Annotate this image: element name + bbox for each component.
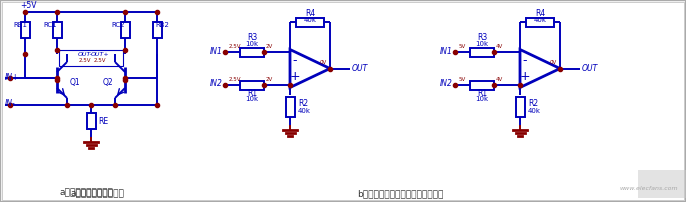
- Bar: [152, 22, 161, 38]
- Text: Q1: Q1: [70, 79, 81, 87]
- Text: OUT-: OUT-: [78, 53, 93, 58]
- Text: -: -: [293, 54, 297, 67]
- Text: 40k: 40k: [534, 17, 547, 23]
- Bar: [515, 97, 525, 117]
- Bar: [21, 22, 29, 38]
- Text: R3: R3: [247, 34, 257, 42]
- Text: +5V: +5V: [20, 1, 36, 10]
- Text: 10k: 10k: [246, 41, 259, 47]
- Bar: [285, 97, 294, 117]
- Text: R4: R4: [305, 9, 315, 19]
- Text: 2.5V: 2.5V: [79, 59, 91, 63]
- Text: b、双端输入、单端输出差分放大器: b、双端输入、单端输出差分放大器: [357, 189, 443, 199]
- Text: 5V: 5V: [459, 44, 466, 49]
- Text: R3: R3: [477, 34, 487, 42]
- Text: 40k: 40k: [303, 17, 316, 23]
- Text: RB1: RB1: [13, 22, 27, 28]
- Text: 10k: 10k: [475, 41, 488, 47]
- Text: 40k: 40k: [298, 108, 311, 114]
- Text: OUT: OUT: [582, 64, 598, 73]
- Text: 4V: 4V: [496, 77, 504, 82]
- Text: 2V: 2V: [266, 44, 273, 49]
- Text: IN2: IN2: [210, 80, 223, 88]
- Text: IN1: IN1: [210, 46, 223, 56]
- Text: RE: RE: [98, 117, 108, 125]
- Text: 40k: 40k: [528, 108, 541, 114]
- Text: 2.5V: 2.5V: [94, 59, 106, 63]
- Text: R2: R2: [528, 99, 538, 107]
- Bar: [470, 81, 494, 89]
- Text: 4V: 4V: [496, 44, 504, 49]
- Text: IN+: IN+: [5, 73, 19, 81]
- Text: OUT+: OUT+: [91, 53, 109, 58]
- Text: 0V: 0V: [320, 60, 327, 64]
- Text: 10k: 10k: [475, 96, 488, 102]
- Text: R4: R4: [535, 9, 545, 19]
- Text: www.elecfans.com: www.elecfans.com: [619, 185, 678, 190]
- Bar: [526, 18, 554, 26]
- Text: RB2: RB2: [155, 22, 169, 28]
- Text: IN-: IN-: [5, 100, 16, 108]
- Text: 10k: 10k: [246, 96, 259, 102]
- Bar: [86, 113, 95, 129]
- Text: 0V: 0V: [549, 60, 557, 64]
- Text: OUT: OUT: [352, 64, 368, 73]
- Text: R2: R2: [298, 99, 308, 107]
- Text: -: -: [523, 54, 528, 67]
- Text: 2.5V: 2.5V: [229, 77, 241, 82]
- Bar: [240, 47, 264, 57]
- Text: a、基本电路形式之一: a、基本电路形式之一: [59, 188, 113, 198]
- Text: a、基本电路形式之一: a、基本电路形式之一: [70, 189, 124, 199]
- Text: 2V: 2V: [266, 77, 273, 82]
- Text: RC2: RC2: [111, 22, 124, 28]
- Text: RC1: RC1: [43, 22, 57, 28]
- Bar: [53, 22, 62, 38]
- Text: Q2: Q2: [103, 79, 114, 87]
- Text: R1: R1: [477, 88, 487, 98]
- Text: +: +: [520, 70, 530, 83]
- Text: R1: R1: [247, 88, 257, 98]
- Bar: [121, 22, 130, 38]
- Bar: [59, 50, 123, 66]
- Bar: [470, 47, 494, 57]
- Text: IN2: IN2: [440, 80, 453, 88]
- Text: 5V: 5V: [459, 77, 466, 82]
- Text: +: +: [289, 70, 300, 83]
- Bar: [296, 18, 324, 26]
- Bar: [638, 170, 686, 198]
- Text: 2.5V: 2.5V: [229, 44, 241, 49]
- Text: IN1: IN1: [440, 46, 453, 56]
- Bar: [240, 81, 264, 89]
